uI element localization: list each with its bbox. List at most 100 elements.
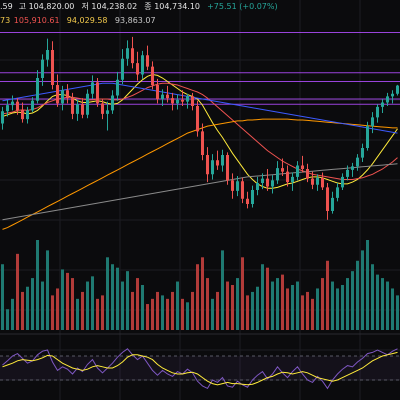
volume-bar[interactable] [251,291,254,330]
volume-bar[interactable] [81,291,84,330]
volume-bar[interactable] [196,264,199,330]
candle[interactable] [121,49,124,85]
volume-bar[interactable] [271,281,274,330]
candle[interactable] [116,71,119,101]
volume-bar[interactable] [296,281,299,330]
volume-bar[interactable] [246,295,249,330]
volume-bar[interactable] [151,298,154,330]
candle[interactable] [91,75,94,99]
candle[interactable] [376,104,379,123]
volume-bar[interactable] [156,291,159,330]
volume-bar[interactable] [331,281,334,330]
candle[interactable] [386,92,389,106]
candle[interactable] [56,74,59,107]
volume-bar[interactable] [146,304,149,330]
candle[interactable] [81,98,84,119]
volume-bar[interactable] [201,257,204,330]
candle[interactable] [61,85,64,111]
volume-bar[interactable] [346,278,349,330]
volume-bar[interactable] [366,240,369,330]
candle[interactable] [336,183,339,202]
volume-bar[interactable] [171,291,174,330]
volume-bar[interactable] [21,291,24,330]
volume-bar[interactable] [121,281,124,330]
volume-bar[interactable] [11,298,14,330]
candle[interactable] [146,45,149,71]
candle[interactable] [11,95,14,111]
candle[interactable] [41,54,44,86]
volume-bar[interactable] [316,288,319,330]
candle[interactable] [206,147,209,183]
candle[interactable] [221,149,224,172]
volume-bar[interactable] [241,257,244,330]
volume-bar[interactable] [386,281,389,330]
volume-bar[interactable] [221,250,224,330]
candle[interactable] [236,176,239,197]
volume-bar[interactable] [6,309,9,330]
candle[interactable] [381,99,384,113]
candle[interactable] [111,90,114,114]
volume-bar[interactable] [66,272,69,330]
candle[interactable] [191,92,194,111]
volume-bar[interactable] [291,285,294,330]
volume-bar[interactable] [51,295,54,330]
candle[interactable] [36,70,39,104]
volume-bar[interactable] [281,274,284,330]
candle[interactable] [321,172,324,191]
candle[interactable] [101,99,104,120]
candle[interactable] [366,121,369,151]
candle[interactable] [296,161,299,181]
candle[interactable] [171,92,174,111]
candle[interactable] [196,100,199,137]
candle[interactable] [186,93,189,109]
volume-bar[interactable] [36,240,39,330]
volume-bar[interactable] [236,278,239,330]
volume-bar[interactable] [336,288,339,330]
volume-bar[interactable] [276,278,279,330]
volume-bar[interactable] [91,276,94,330]
candle[interactable] [51,41,54,90]
volume-bar[interactable] [356,260,359,330]
volume-bar[interactable] [106,257,109,330]
volume-bar[interactable] [131,291,134,330]
candle[interactable] [181,90,184,106]
candle[interactable] [271,175,274,194]
candle[interactable] [231,173,234,199]
candle[interactable] [226,152,229,185]
volume-bar[interactable] [231,285,234,330]
candle[interactable] [161,89,164,106]
candle[interactable] [1,106,4,130]
volume-bar[interactable] [376,274,379,330]
volume-bar[interactable] [381,278,384,330]
candle[interactable] [391,90,394,104]
candle[interactable] [361,143,364,162]
volume-bar[interactable] [361,250,364,330]
volume-bar[interactable] [391,288,394,330]
candle[interactable] [86,89,89,119]
volume-bar[interactable] [396,295,399,330]
candle[interactable] [21,102,24,123]
candle[interactable] [326,183,329,220]
candle[interactable] [306,163,309,183]
volume-bar[interactable] [116,267,119,330]
candle[interactable] [371,112,374,134]
candle[interactable] [211,154,214,180]
volume-bar[interactable] [41,281,44,330]
volume-bar[interactable] [71,278,74,330]
volume-bar[interactable] [26,286,29,330]
candle[interactable] [156,78,159,104]
candle[interactable] [251,185,254,208]
candle[interactable] [31,97,34,113]
volume-bar[interactable] [101,295,104,330]
volume-bar[interactable] [306,291,309,330]
candle[interactable] [136,51,139,81]
candle[interactable] [291,172,294,191]
candle[interactable] [256,176,259,196]
candle[interactable] [396,84,399,96]
candle[interactable] [76,99,79,121]
candle[interactable] [261,173,264,190]
volume-bar[interactable] [96,298,99,330]
volume-bar[interactable] [216,291,219,330]
volume-bar[interactable] [46,250,49,330]
